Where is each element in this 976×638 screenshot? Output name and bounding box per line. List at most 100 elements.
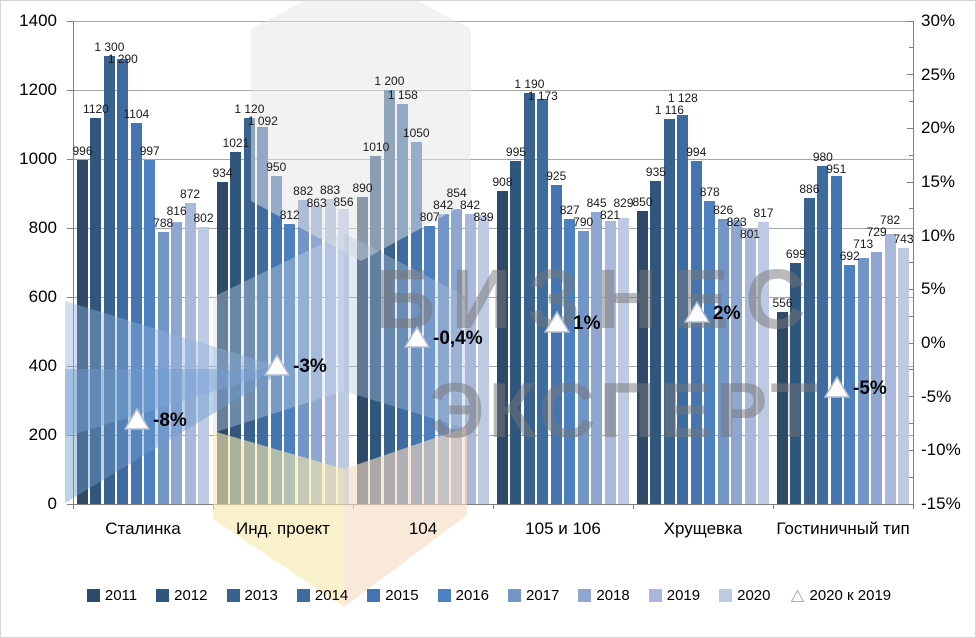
gridline xyxy=(73,89,913,91)
change-annotation-label: -3% xyxy=(293,356,327,378)
bar-value-label: 878 xyxy=(699,185,720,200)
category-label-4: 105 и 106 xyxy=(525,519,601,538)
legend-item-2017: 2017 xyxy=(508,587,559,604)
change-marker-triangle-icon xyxy=(124,407,150,430)
gridline xyxy=(73,296,913,298)
bar-2016-Инд. проект xyxy=(284,223,296,504)
bar-value-label: 951 xyxy=(826,161,847,176)
legend-swatch-icon xyxy=(156,589,170,602)
change-annotation-label: -8% xyxy=(153,409,187,431)
legend-item-label: 2014 xyxy=(314,587,349,604)
bar-value-label: 872 xyxy=(180,187,201,202)
right-axis-tick-label: 5% xyxy=(921,279,946,299)
legend-item-2020: 2020 xyxy=(719,587,771,604)
bar-2020-Инд. проект xyxy=(338,208,349,504)
legend-swatch-icon xyxy=(578,589,592,602)
bar-2016-Хрущевка xyxy=(704,201,716,504)
left-axis-tick-label: 400 xyxy=(28,356,57,375)
bar-value-label: 925 xyxy=(546,168,567,183)
right-axis-minor-tick xyxy=(909,47,913,49)
bar-value-label: 850 xyxy=(632,194,653,209)
bar-value-label: 950 xyxy=(266,160,287,175)
bar-2020-Сталинка xyxy=(198,227,209,504)
bar-value-label: 729 xyxy=(866,225,887,240)
bar-2017-Сталинка xyxy=(157,232,169,504)
bar-2016-105 и 106 xyxy=(564,218,576,504)
right-axis-minor-tick xyxy=(909,315,913,317)
legend-item-label: 2011 xyxy=(104,587,138,604)
bar-2015-105 и 106 xyxy=(550,184,562,504)
legend-triangle-outline-icon xyxy=(790,588,804,602)
legend-item-label: 2020 к 2019 xyxy=(809,587,892,604)
right-axis-tick-label: 10% xyxy=(921,225,956,245)
bar-value-label: 1 190 xyxy=(514,77,545,92)
right-axis-minor-tick xyxy=(909,262,913,263)
legend-swatch-icon xyxy=(367,589,381,602)
bar-2012-Инд. проект xyxy=(230,151,242,504)
legend-swatch-icon xyxy=(437,589,451,602)
legend-swatch-icon xyxy=(296,589,310,602)
bar-2014-Сталинка xyxy=(117,58,129,504)
bar-2013-Хрущевка xyxy=(663,118,675,504)
gridline xyxy=(73,434,913,436)
bar-value-label: 816 xyxy=(166,204,187,219)
change-annotation-label: 2% xyxy=(713,302,741,324)
bar-2020-Гостиничный тип xyxy=(898,247,909,504)
left-axis-tick xyxy=(67,89,73,91)
right-axis-tick xyxy=(907,396,913,398)
right-axis-minor-tick xyxy=(909,101,913,102)
bar-2019-Гостиничный тип xyxy=(884,234,896,504)
bar-value-label: 845 xyxy=(586,196,607,211)
bar-2014-105 и 106 xyxy=(537,99,549,504)
bar-value-label: 1010 xyxy=(362,139,390,154)
bar-value-label: 994 xyxy=(686,145,707,160)
right-axis-minor-tick xyxy=(909,369,913,371)
right-axis-tick xyxy=(907,449,913,451)
left-axis-tick xyxy=(67,20,73,22)
legend-item-label: 2018 xyxy=(596,587,630,604)
bar-2013-104 xyxy=(383,90,395,504)
bar-value-label: 1 158 xyxy=(387,88,418,103)
right-axis-tick xyxy=(907,74,913,76)
left-axis-tick xyxy=(67,434,73,436)
right-axis-tick-label: -5% xyxy=(921,386,952,406)
bar-value-label: 788 xyxy=(153,216,174,231)
change-marker-triangle-icon xyxy=(824,375,850,398)
category-label-1: Сталинка xyxy=(105,519,181,538)
legend-item-2015: 2015 xyxy=(367,587,419,604)
bar-2014-Инд. проект xyxy=(257,127,269,504)
bar-2019-104 xyxy=(464,213,476,504)
bar-2011-Гостиничный тип xyxy=(777,312,788,504)
bar-2014-Хрущевка xyxy=(677,114,689,504)
bar-2017-Гостиничный тип xyxy=(857,258,869,504)
bar-2017-Инд. проект xyxy=(297,199,309,504)
left-axis-tick-label: 200 xyxy=(28,425,57,444)
bar-2020-104 xyxy=(478,214,489,504)
left-axis-tick xyxy=(67,158,73,160)
right-axis-tick-label: -10% xyxy=(921,440,961,460)
bar-value-label: 699 xyxy=(785,246,806,261)
legend-item-label: 2017 xyxy=(526,587,560,604)
right-axis-tick-label: 25% xyxy=(921,64,956,84)
change-marker-triangle-icon xyxy=(544,311,570,334)
x-axis-tick xyxy=(772,504,774,509)
bar-value-label: 995 xyxy=(505,144,526,159)
bar-2015-Гостиничный тип xyxy=(830,175,842,504)
right-axis-minor-tick xyxy=(909,476,913,478)
bar-2018-Инд. проект xyxy=(311,206,323,504)
bar-value-label: 817 xyxy=(753,206,774,221)
right-axis-tick xyxy=(907,235,913,237)
legend-item-2012: 2012 xyxy=(156,587,208,604)
bar-2013-105 и 106 xyxy=(523,93,535,504)
bar-2015-Инд. проект xyxy=(270,176,282,504)
legend-swatch-icon xyxy=(648,589,662,602)
legend-item-label: 2013 xyxy=(244,587,278,604)
bar-value-label: 826 xyxy=(713,203,734,218)
legend-item-label: 2016 xyxy=(455,587,489,604)
bar-value-label: 1 200 xyxy=(374,74,405,88)
left-axis-tick-label: 1000 xyxy=(19,149,57,168)
bar-2011-Сталинка xyxy=(77,160,88,504)
right-axis-minor-tick xyxy=(909,423,913,424)
category-label-6: Гостиничный тип xyxy=(776,519,910,538)
bar-2015-104 xyxy=(410,141,422,504)
